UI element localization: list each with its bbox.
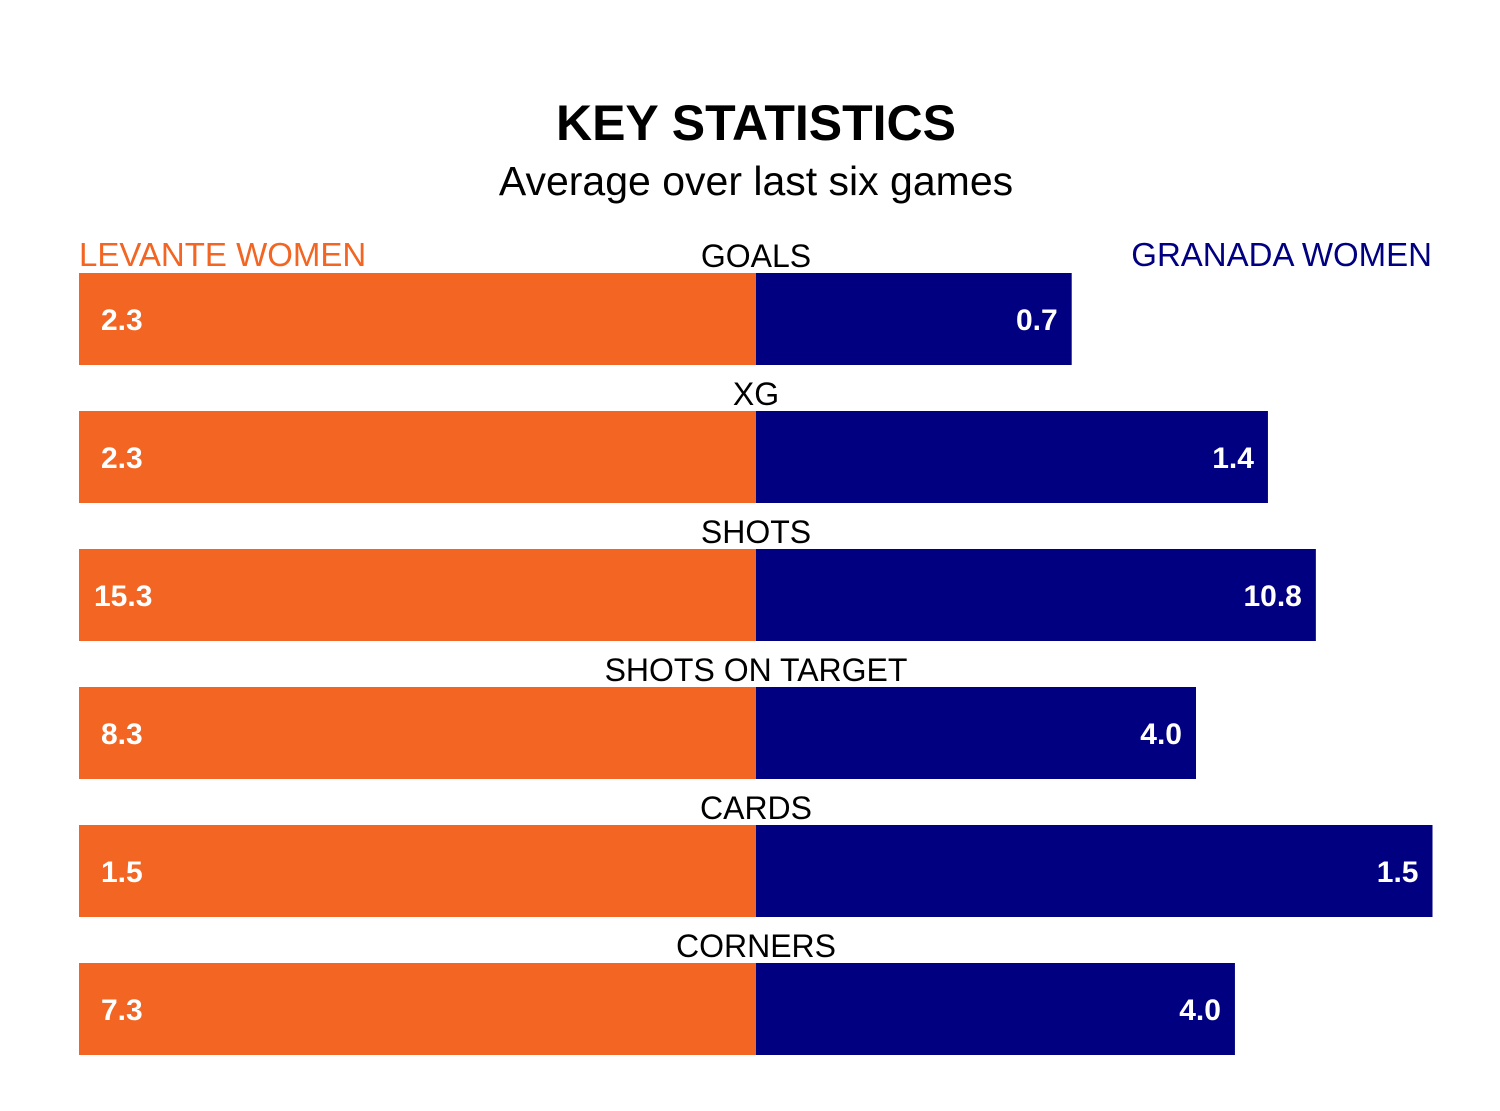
category-label-cards: CARDS [700,790,812,826]
value-home-goals: 2.3 [101,304,143,337]
bar-rows: GOALS 2.3 0.7 XG 2.3 1.4 SHOTS 15.3 10.8 SHOTS ON… [79,238,1433,1055]
legend-home-team: LEVANTE WOMEN [79,236,366,273]
value-home-xg: 2.3 [101,442,143,475]
bar-home-cards [79,825,756,917]
legend-away-team: GRANADA WOMEN [1131,236,1432,273]
bar-home-goals [79,273,756,365]
bar-away-corners [756,963,1235,1055]
value-home-corners: 7.3 [101,994,143,1027]
value-away-cards: 1.5 [1377,856,1419,889]
bar-home-corners [79,963,756,1055]
value-away-xg: 1.4 [1212,442,1254,475]
value-home-shots: 15.3 [94,580,152,613]
value-home-shots-on-target: 8.3 [101,718,143,751]
bar-away-cards [756,825,1433,917]
value-home-cards: 1.5 [101,856,143,889]
bar-away-shots [756,549,1316,641]
chart-subtitle: Average over last six games [499,158,1013,204]
bar-home-shots-on-target [79,687,756,779]
category-label-xg: XG [733,376,779,412]
value-away-shots: 10.8 [1243,580,1301,613]
value-away-shots-on-target: 4.0 [1140,718,1182,751]
bar-home-shots [79,549,756,641]
bar-away-goals [756,273,1072,365]
bar-home-xg [79,411,756,503]
category-label-goals: GOALS [701,238,811,274]
category-label-shots-on-target: SHOTS ON TARGET [605,652,908,688]
bar-away-xg [756,411,1268,503]
value-away-goals: 0.7 [1016,304,1058,337]
category-label-corners: CORNERS [676,928,836,964]
value-away-corners: 4.0 [1179,994,1221,1027]
chart-title: KEY STATISTICS [556,95,956,151]
bar-away-shots-on-target [756,687,1196,779]
category-label-shots: SHOTS [701,514,811,550]
